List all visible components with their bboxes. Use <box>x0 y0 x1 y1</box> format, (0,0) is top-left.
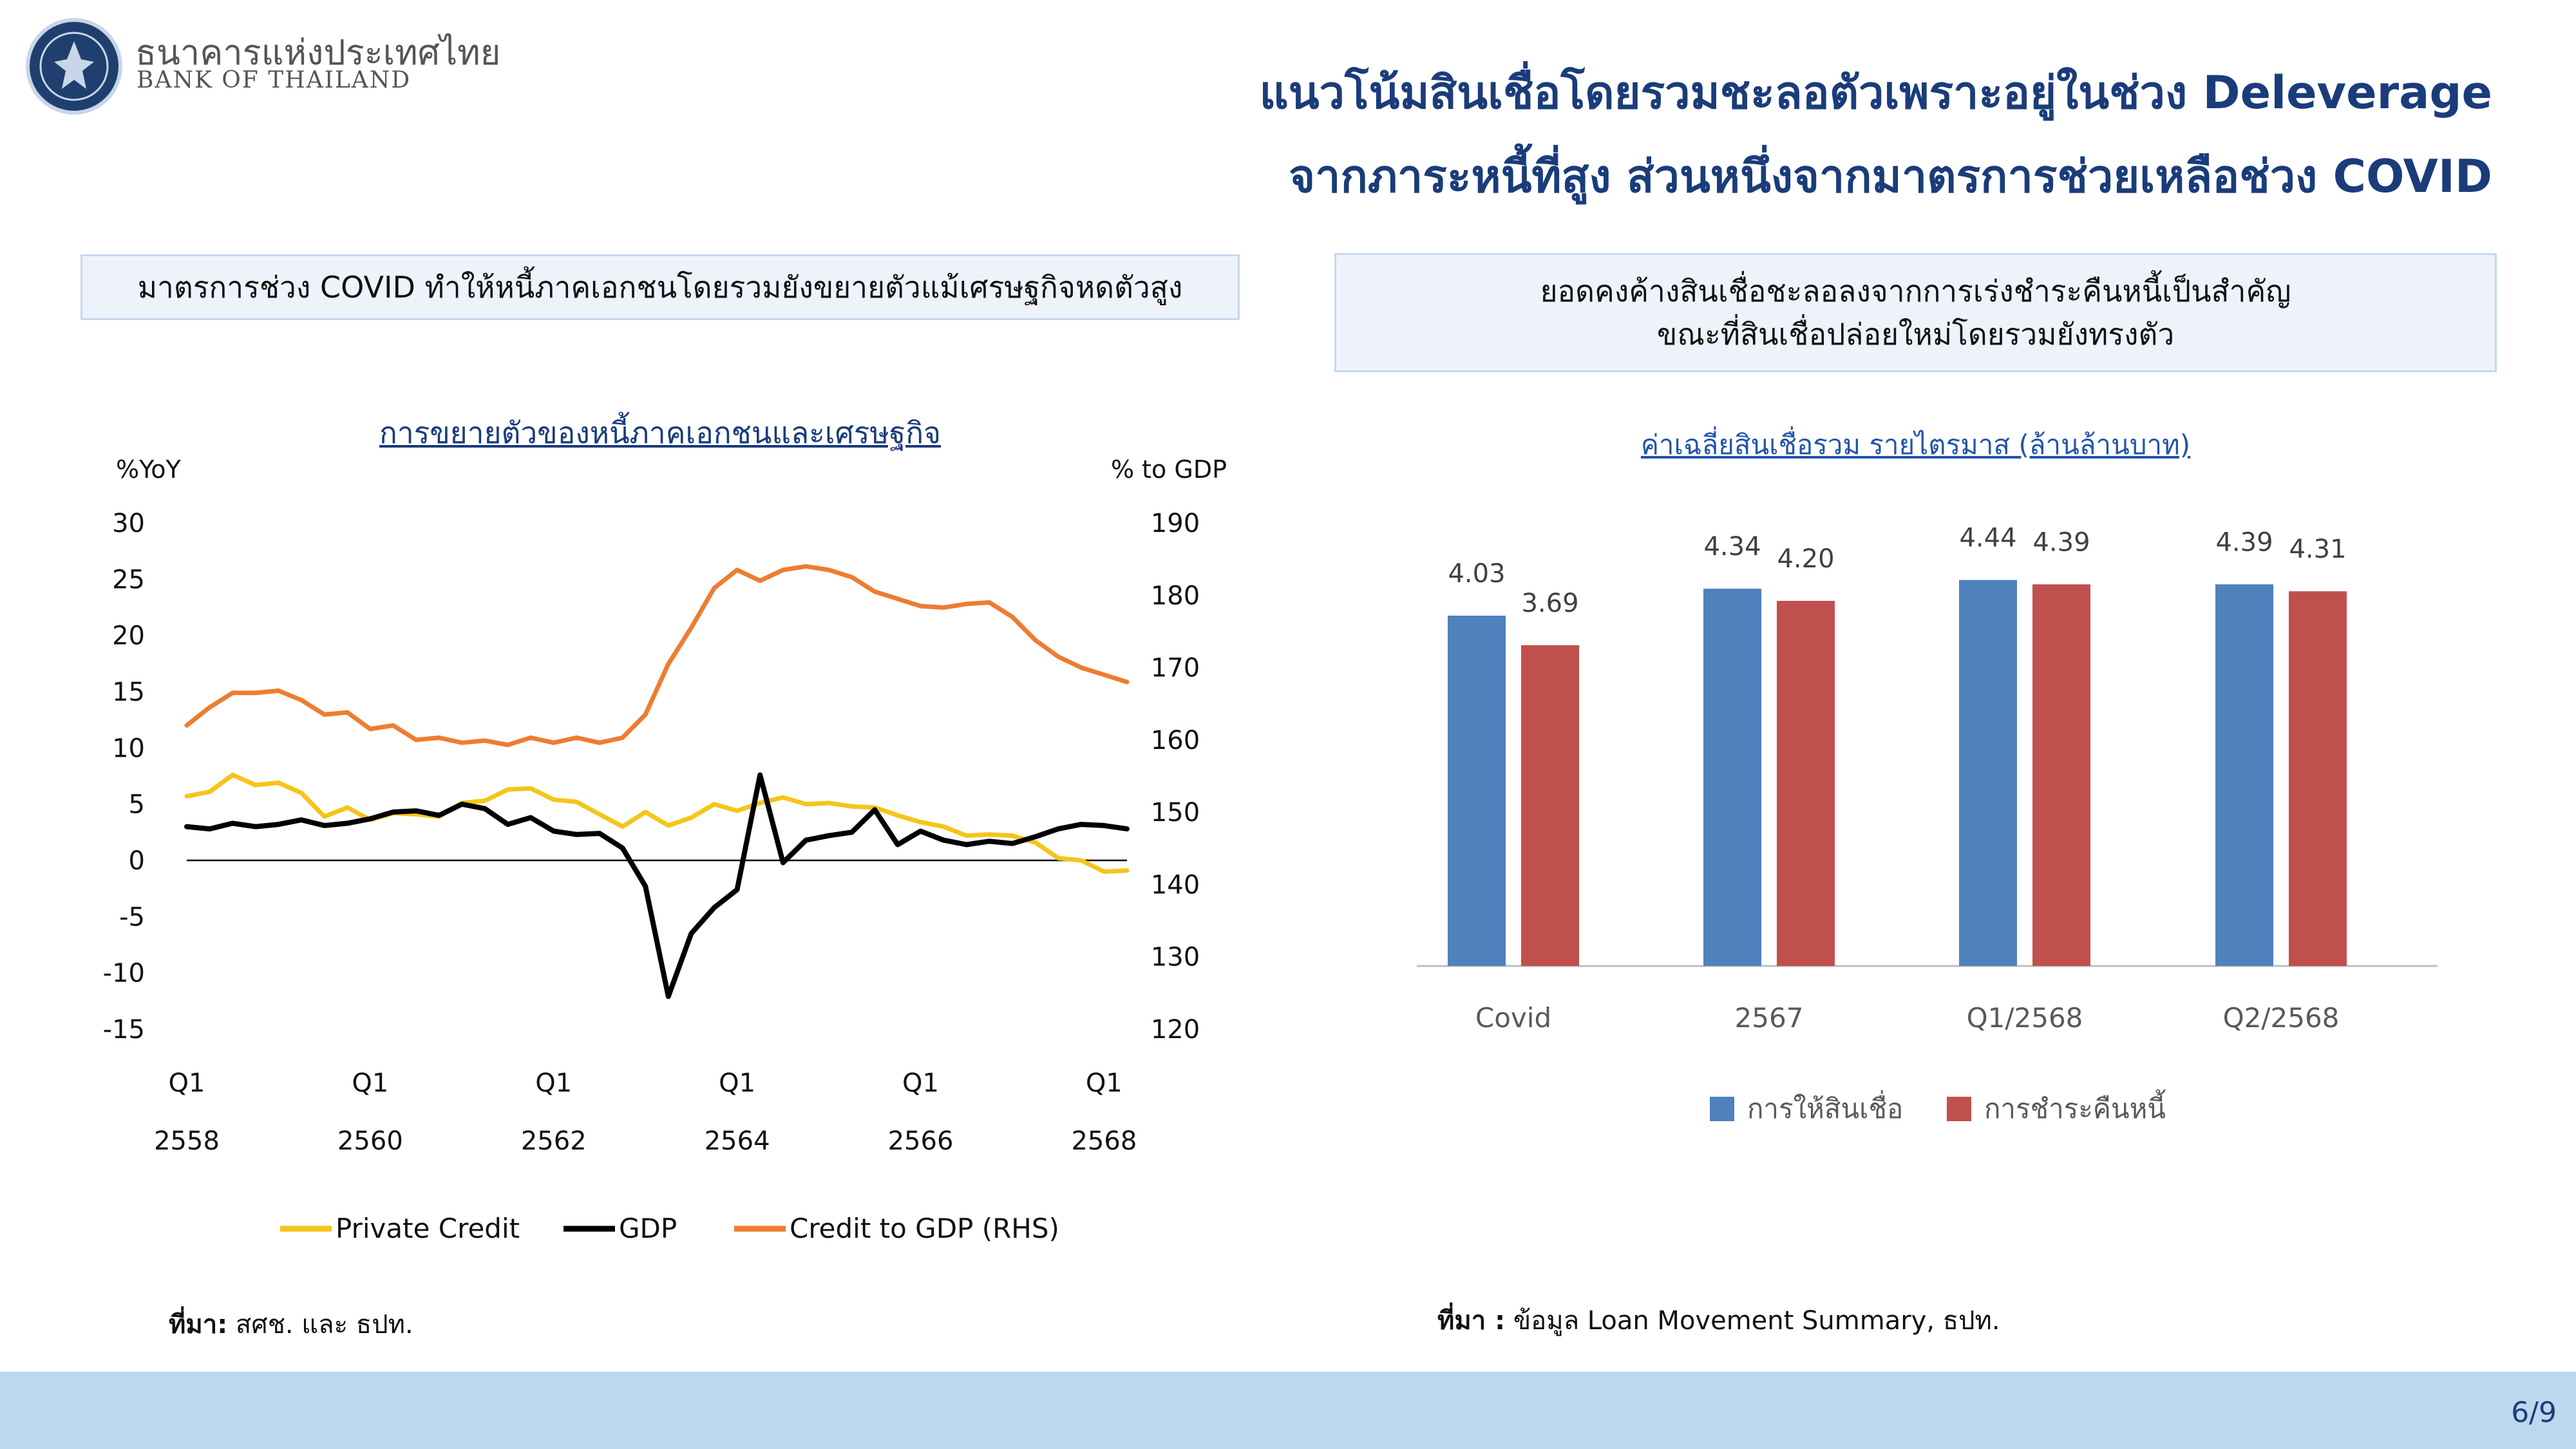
left-y-tick-label: -5 <box>119 902 145 932</box>
right-axis-label: % to GDP <box>1111 455 1227 484</box>
x-tick-year: 2560 <box>337 1126 403 1156</box>
bar-repayment <box>1777 601 1835 966</box>
left-y-tick-label: -10 <box>103 959 145 989</box>
bar-value-label: 4.39 <box>2215 527 2273 557</box>
bar-value-label: 4.03 <box>1448 559 1505 589</box>
x-tick-quarter: Q1 <box>719 1068 755 1098</box>
right-y-tick-label: 170 <box>1151 654 1200 683</box>
bar-category-label: Q1/2568 <box>1967 1002 2083 1034</box>
bar-lending <box>1448 615 1506 966</box>
x-tick-quarter: Q1 <box>1086 1068 1122 1098</box>
bar-repayment <box>2032 584 2090 966</box>
footer-bar <box>0 1372 2576 1449</box>
x-tick-quarter: Q1 <box>535 1068 572 1098</box>
left-y-tick-label: 20 <box>112 621 145 651</box>
x-tick-year: 2568 <box>1071 1126 1137 1156</box>
right-summary-line-2: ขณะที่สินเชื่อปล่อยใหม่โดยรวมยังทรงตัว <box>1656 316 2175 352</box>
x-tick-year: 2558 <box>154 1126 220 1156</box>
bar-lending <box>2215 584 2273 966</box>
bar-repayment <box>2289 591 2347 966</box>
series-line-gdp <box>184 772 1130 999</box>
bank-logo-seal <box>26 18 122 115</box>
right-source-label: ที่มา : <box>1437 1306 1506 1336</box>
left-chart-title: การขยายตัวของหนี้ภาคเอกชนและเศรษฐกิจ <box>379 415 942 450</box>
left-source-note: ที่มา: สศช. และ ธปท. <box>169 1303 413 1345</box>
right-chart-title: ค่าเฉลี่ยสินเชื่อรวม รายไตรมาส (ล้านล้าน… <box>1640 429 2191 460</box>
left-source-label: ที่มา: <box>169 1310 228 1340</box>
left-summary-text: มาตรการช่วง COVID ทำให้หนี้ภาคเอกชนโดยรว… <box>137 269 1183 305</box>
page-number: 6/9 <box>2511 1396 2557 1429</box>
right-y-tick-label: 180 <box>1151 581 1200 611</box>
right-source-note: ที่มา : ข้อมูล Loan Movement Summary, ธป… <box>1437 1300 2000 1341</box>
right-source-text: ข้อมูล Loan Movement Summary, ธปท. <box>1505 1306 2000 1336</box>
bar-chart: 4.03 3.69 Covid 4.34 4.20 2567 4.44 4.39 Q1/2568… <box>1417 524 2438 1124</box>
right-y-tick-label: 120 <box>1151 1015 1200 1045</box>
page-title-line-2: จากภาระหนี้ที่สูง ส่วนหนึ่งจากมาตรการช่ว… <box>1289 150 2492 203</box>
bar-repayment <box>1521 645 1579 966</box>
x-tick-year: 2564 <box>705 1126 770 1156</box>
legend-label: การให้สินเชื่อ <box>1747 1090 1903 1124</box>
left-source-text: สศช. และ ธปท. <box>227 1310 413 1340</box>
x-tick-year: 2566 <box>888 1126 954 1156</box>
bank-name-english: BANK OF THAILAND <box>137 67 412 93</box>
bar-lending <box>1959 580 2017 966</box>
right-summary-box: ยอดคงค้างสินเชื่อชะลอลงจากการเร่งชำระคืน… <box>1334 253 2497 372</box>
right-y-tick-label: 150 <box>1151 798 1200 828</box>
x-tick-year: 2562 <box>521 1126 587 1156</box>
left-y-tick-label: -15 <box>103 1015 145 1045</box>
series-line-private-credit <box>184 772 1130 874</box>
left-axis-label: %YoY <box>116 455 182 484</box>
right-y-tick-label: 140 <box>1151 870 1200 900</box>
bar-category-label: Q2/2568 <box>2223 1002 2340 1034</box>
left-y-tick-label: 30 <box>112 509 145 538</box>
legend-label: การชำระคืนหนี้ <box>1984 1089 2166 1124</box>
left-y-tick-label: 0 <box>129 846 145 876</box>
bar-category-label: Covid <box>1475 1002 1551 1034</box>
left-y-tick-label: 25 <box>112 565 145 594</box>
legend-label: GDP <box>619 1213 677 1244</box>
x-tick-quarter: Q1 <box>902 1068 939 1098</box>
left-summary-box: มาตรการช่วง COVID ทำให้หนี้ภาคเอกชนโดยรว… <box>80 254 1240 320</box>
bar-value-label: 4.34 <box>1703 532 1761 562</box>
bar-category-label: 2567 <box>1735 1002 1804 1034</box>
bar-lending <box>1703 589 1761 966</box>
legend-swatch <box>1947 1097 1971 1121</box>
legend-label: Private Credit <box>336 1213 520 1244</box>
legend-label: Credit to GDP (RHS) <box>790 1213 1059 1244</box>
bar-value-label: 4.39 <box>2032 527 2090 557</box>
legend-swatch <box>1710 1097 1734 1121</box>
left-y-tick-label: 5 <box>129 790 145 820</box>
bar-value-label: 3.69 <box>1521 589 1578 618</box>
right-y-tick-label: 160 <box>1151 726 1200 755</box>
series-line-credit-to-gdp-rhs <box>184 564 1130 748</box>
bar-value-label: 4.20 <box>1777 544 1834 574</box>
right-summary-line-1: ยอดคงค้างสินเชื่อชะลอลงจากการเร่งชำระคืน… <box>1540 273 2291 308</box>
page-title-line-1: แนวโน้มสินเชื่อโดยรวมชะลอตัวเพราะอยู่ในช… <box>1259 66 2492 119</box>
x-tick-quarter: Q1 <box>169 1068 205 1098</box>
right-y-tick-label: 190 <box>1151 509 1200 538</box>
line-chart: %YoY % to GDP 30 25 20 15 10 5 0 -5 -10 -15 190 18… <box>103 455 1227 1244</box>
left-y-tick-label: 15 <box>112 677 145 707</box>
bank-name-thai: ธนาคารแห่งประเทศไทย <box>135 32 501 73</box>
left-y-tick-label: 10 <box>112 734 145 763</box>
right-y-tick-label: 130 <box>1151 943 1200 972</box>
bar-value-label: 4.31 <box>2289 535 2346 564</box>
x-tick-quarter: Q1 <box>352 1068 388 1098</box>
garuda-emblem-icon <box>39 32 109 101</box>
bar-value-label: 4.44 <box>1959 524 2016 553</box>
